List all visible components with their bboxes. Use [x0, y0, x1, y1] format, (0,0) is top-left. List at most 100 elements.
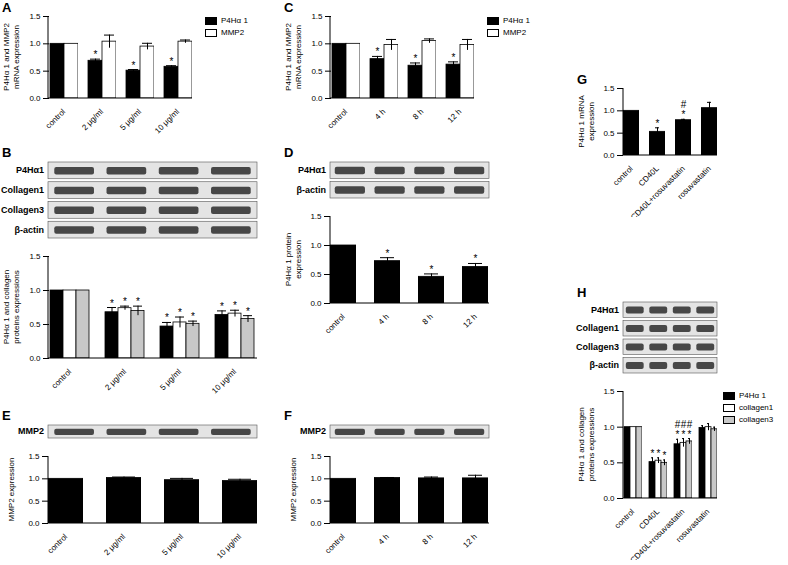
svg-text:1.0: 1.0	[603, 106, 615, 115]
svg-text:1.5: 1.5	[310, 212, 322, 221]
svg-text:Collagen3: Collagen3	[1, 205, 44, 215]
svg-text:0.0: 0.0	[603, 494, 615, 503]
svg-text:0.5: 0.5	[310, 270, 322, 279]
svg-text:0.0: 0.0	[310, 299, 322, 308]
svg-text:4 h: 4 h	[376, 312, 390, 326]
svg-text:1.5: 1.5	[28, 452, 40, 461]
svg-text:1.5: 1.5	[311, 12, 323, 21]
svg-text:0.5: 0.5	[603, 129, 615, 138]
svg-text:1.0: 1.0	[310, 474, 322, 483]
svg-text:0.0: 0.0	[28, 519, 40, 528]
svg-text:1.0: 1.0	[29, 286, 41, 295]
svg-text:*: *	[94, 49, 98, 60]
svg-text:0.0: 0.0	[29, 94, 41, 103]
svg-text:*: *	[474, 253, 478, 264]
svg-text:0.0: 0.0	[310, 519, 322, 528]
svg-text:P4Hα1: P4Hα1	[298, 165, 326, 175]
svg-text:Collagen1: Collagen1	[1, 185, 44, 195]
svg-text:control: control	[46, 532, 70, 556]
svg-text:P4Hα 1 and MMP2mRNA expression: P4Hα 1 and MMP2mRNA expression	[284, 23, 303, 91]
svg-text:control: control	[44, 107, 68, 131]
svg-text:*: *	[386, 248, 390, 259]
svg-text:2 μg/ml: 2 μg/ml	[103, 367, 128, 392]
svg-text:0.5: 0.5	[28, 497, 40, 506]
svg-text:*: *	[170, 56, 174, 67]
svg-text:MMP2 expression: MMP2 expression	[289, 457, 298, 521]
svg-text:*: *	[651, 448, 655, 459]
svg-text:0.0: 0.0	[311, 94, 323, 103]
svg-text:control: control	[611, 164, 635, 188]
svg-text:0.5: 0.5	[29, 320, 41, 329]
svg-text:*: *	[430, 264, 434, 275]
svg-text:1.5: 1.5	[29, 252, 41, 261]
svg-text:control: control	[50, 367, 74, 391]
svg-text:10 μg/ml: 10 μg/ml	[210, 367, 238, 395]
svg-text:Collagen3: Collagen3	[576, 342, 619, 352]
svg-text:0.5: 0.5	[310, 497, 322, 506]
svg-text:5 μg/ml: 5 μg/ml	[158, 367, 183, 392]
svg-text:rosuvastatin: rosuvastatin	[674, 507, 711, 544]
svg-text:*: *	[191, 311, 195, 322]
svg-text:1.0: 1.0	[311, 39, 323, 48]
svg-text:*: *	[110, 298, 114, 309]
svg-text:4 h: 4 h	[376, 532, 390, 546]
svg-text:1.0: 1.0	[29, 39, 41, 48]
svg-text:1.0: 1.0	[310, 241, 322, 250]
svg-text:control: control	[613, 507, 637, 531]
svg-text:β-actin: β-actin	[15, 225, 45, 235]
svg-text:12 h: 12 h	[461, 312, 478, 329]
svg-text:1.5: 1.5	[310, 452, 322, 461]
svg-text:control: control	[323, 312, 347, 336]
svg-text:5 μg/ml: 5 μg/ml	[118, 107, 143, 132]
svg-text:*: *	[178, 307, 182, 318]
svg-text:*: *	[452, 52, 456, 63]
svg-text:P4Hα1: P4Hα1	[591, 305, 619, 315]
svg-text:*: *	[132, 60, 136, 71]
svg-text:12 h: 12 h	[461, 532, 478, 549]
svg-text:2 μg/ml: 2 μg/ml	[80, 107, 105, 132]
svg-text:10 μg/ml: 10 μg/ml	[153, 107, 181, 135]
svg-text:rosuvastatin: rosuvastatin	[676, 164, 713, 201]
svg-text:*: *	[233, 300, 237, 311]
svg-text:#*: #*	[687, 419, 693, 440]
svg-text:*: *	[657, 448, 661, 459]
svg-text:CD40L+rosuvastatin: CD40L+rosuvastatin	[629, 164, 687, 217]
svg-text:1.5: 1.5	[29, 12, 41, 21]
svg-text:control: control	[323, 532, 347, 556]
svg-text:*: *	[220, 301, 224, 312]
svg-text:MMP2: MMP2	[18, 426, 44, 436]
svg-text:#*: #*	[681, 99, 687, 120]
svg-text:0.5: 0.5	[29, 67, 41, 76]
svg-text:control: control	[326, 107, 350, 131]
svg-text:*: *	[165, 312, 169, 323]
svg-text:0.5: 0.5	[603, 458, 615, 467]
svg-text:P4Hα 1 mRNAexpression: P4Hα 1 mRNAexpression	[577, 95, 596, 148]
svg-text:MMP2: MMP2	[300, 426, 326, 436]
svg-text:β-actin: β-actin	[297, 185, 327, 195]
svg-text:*: *	[656, 118, 660, 129]
svg-text:*: *	[123, 296, 127, 307]
svg-text:8 h: 8 h	[420, 312, 434, 326]
svg-text:1.5: 1.5	[603, 387, 615, 396]
svg-text:4 h: 4 h	[373, 107, 387, 121]
svg-text:Collagen1: Collagen1	[576, 323, 619, 333]
svg-text:0.5: 0.5	[311, 67, 323, 76]
svg-text:1.0: 1.0	[28, 474, 40, 483]
svg-text:8 h: 8 h	[420, 532, 434, 546]
svg-text:0.0: 0.0	[603, 151, 615, 160]
svg-text:1.0: 1.0	[603, 423, 615, 432]
svg-text:P4Hα1: P4Hα1	[16, 165, 44, 175]
svg-text:10 μg/ml: 10 μg/ml	[215, 532, 243, 560]
svg-text:8 h: 8 h	[411, 107, 425, 121]
svg-text:*: *	[136, 296, 140, 307]
svg-text:0.0: 0.0	[29, 354, 41, 363]
svg-text:P4Hα 1 and collagenproteins ex: P4Hα 1 and collagenproteins expressions	[577, 407, 596, 481]
svg-text:CD40L: CD40L	[637, 164, 661, 188]
svg-text:1.5: 1.5	[603, 84, 615, 93]
svg-text:*: *	[376, 46, 380, 57]
svg-text:2 μg/ml: 2 μg/ml	[102, 532, 127, 557]
svg-text:MMP2 expression: MMP2 expression	[7, 457, 16, 521]
svg-text:CD40L: CD40L	[637, 507, 661, 531]
svg-text:β-actin: β-actin	[590, 360, 620, 370]
svg-text:*: *	[246, 306, 250, 317]
